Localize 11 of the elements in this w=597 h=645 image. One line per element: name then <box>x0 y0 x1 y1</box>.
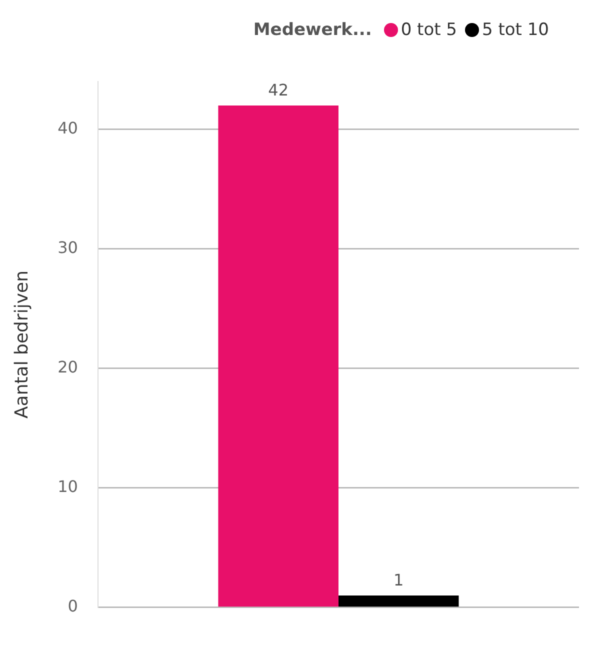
legend-title: Medewerk... <box>253 20 372 40</box>
data-label: 42 <box>268 80 289 100</box>
y-tick-label: 0 <box>68 596 78 616</box>
y-tick-label: 10 <box>58 477 78 496</box>
y-tick-label: 30 <box>58 238 78 258</box>
data-label: 1 <box>394 570 404 590</box>
y-axis-title: Aantal bedrijven <box>11 270 32 419</box>
legend-label: 0 tot 5 <box>400 20 457 40</box>
y-tick-label: 20 <box>58 358 78 377</box>
legend-label: 5 tot 10 <box>482 20 549 40</box>
y-tick-label: 40 <box>58 118 78 138</box>
